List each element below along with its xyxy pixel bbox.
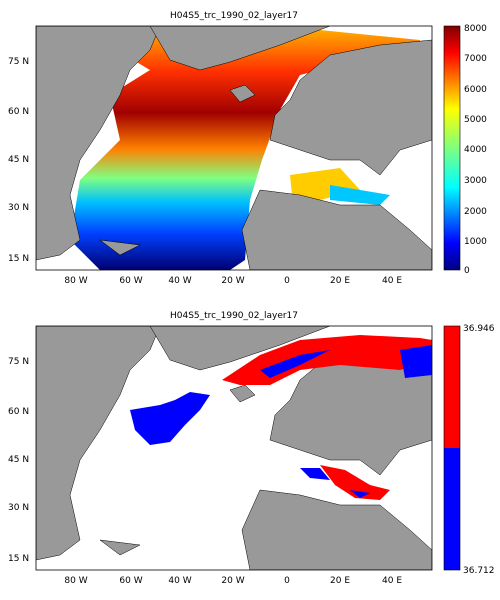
map-title: H04S5_trc_1990_02_layer17 <box>169 11 299 21</box>
map-area <box>36 26 432 270</box>
eastern-med-field <box>330 185 390 205</box>
colorbar-ticks: 0 1000 2000 3000 4000 5000 6000 7000 800… <box>464 24 487 276</box>
lon-tick: 40 E <box>382 276 402 286</box>
colorbar <box>443 325 461 571</box>
tracer-field <box>36 28 420 270</box>
colorbar-tick: 5000 <box>464 115 487 125</box>
lat-tick: 30 N <box>8 503 29 513</box>
colorbar-tick: 4000 <box>464 145 487 155</box>
lat-tick: 75 N <box>8 57 29 67</box>
lon-axis: 80 W 60 W 40 W 20 W 0 20 E 40 E <box>64 276 402 286</box>
lon-tick: 0 <box>284 276 290 286</box>
lat-tick: 30 N <box>8 203 29 213</box>
map-area <box>36 326 432 570</box>
lon-tick: 40 E <box>382 576 402 586</box>
lon-tick: 0 <box>284 576 290 586</box>
colorbar-min-label: 36.712 <box>463 566 495 576</box>
colorbar-tick: 0 <box>464 266 470 276</box>
lon-tick: 20 E <box>330 576 350 586</box>
lat-axis: 75 N 60 N 45 N 30 N 15 N <box>8 57 29 264</box>
lat-tick: 45 N <box>8 455 29 465</box>
colorbar-tick: 1000 <box>464 237 487 247</box>
lon-tick: 20 E <box>330 276 350 286</box>
colorbar-upper <box>444 326 460 448</box>
colorbar-tick: 7000 <box>464 54 487 64</box>
lat-tick: 15 N <box>8 554 29 564</box>
lon-tick: 80 W <box>64 276 87 286</box>
land <box>36 326 432 570</box>
map-panel-top: H04S5_trc_1990_02_layer17 <box>8 11 487 286</box>
map-panel-bottom: H04S5_trc_1990_02_layer17 <box>0 300 500 600</box>
map-figure-bottom: 75 N 60 N 45 N 30 N 15 N 80 W 60 W 40 W … <box>8 324 495 586</box>
lon-tick: 40 W <box>168 576 191 586</box>
colorbar-tick: 3000 <box>464 176 487 186</box>
colorbar-tick: 2000 <box>464 207 487 217</box>
colorbar-tick: 6000 <box>464 85 487 95</box>
lon-tick: 80 W <box>64 576 87 586</box>
lat-tick: 60 N <box>8 407 29 417</box>
lon-tick: 40 W <box>168 276 191 286</box>
lat-tick: 75 N <box>8 357 29 367</box>
tracer-patches <box>130 335 432 500</box>
lat-tick: 60 N <box>8 107 29 117</box>
colorbar-tick: 8000 <box>464 24 487 34</box>
lat-axis: 75 N 60 N 45 N 30 N 15 N <box>8 357 29 564</box>
lon-tick: 20 W <box>221 276 244 286</box>
lat-tick: 15 N <box>8 254 29 264</box>
lon-tick: 60 W <box>119 276 142 286</box>
colorbar <box>443 25 461 271</box>
colorbar-max-label: 36.946 <box>463 324 495 334</box>
lon-tick: 20 W <box>221 576 244 586</box>
lat-tick: 45 N <box>8 155 29 165</box>
map-title: H04S5_trc_1990_02_layer17 <box>169 311 299 321</box>
colorbar-lower <box>444 448 460 570</box>
map-figure-top: 75 N 60 N 45 N 30 N 15 N 80 W 60 W 40 W … <box>8 24 487 286</box>
lon-tick: 60 W <box>119 576 142 586</box>
land <box>36 26 432 270</box>
lon-axis: 80 W 60 W 40 W 20 W 0 20 E 40 E <box>64 576 402 586</box>
